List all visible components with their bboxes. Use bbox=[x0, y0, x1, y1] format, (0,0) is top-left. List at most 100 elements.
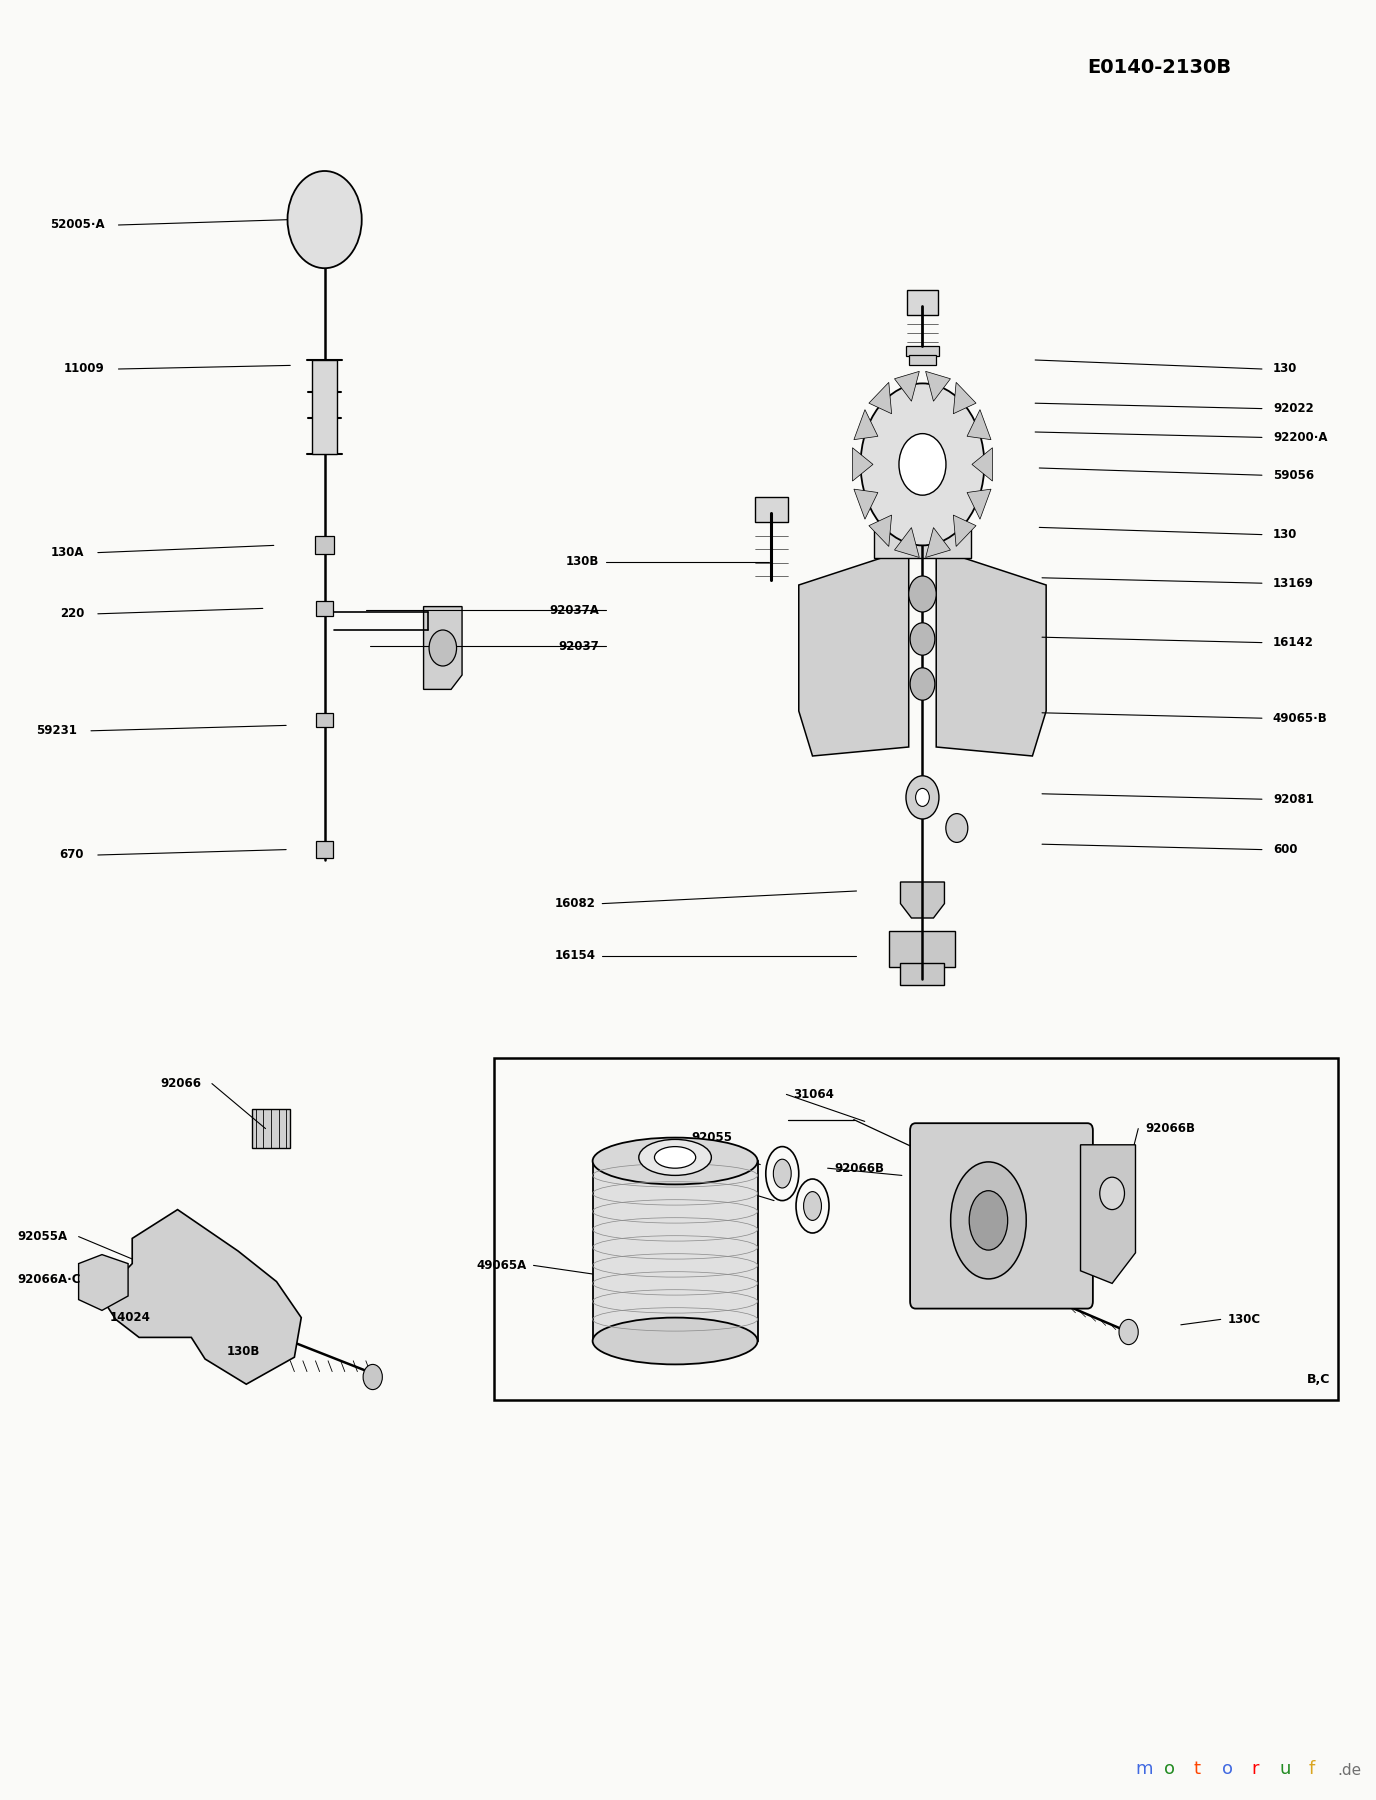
Text: 14024: 14024 bbox=[109, 1310, 150, 1325]
Text: m: m bbox=[1135, 1760, 1153, 1778]
Text: 49065·B: 49065·B bbox=[1273, 711, 1328, 725]
Circle shape bbox=[363, 1364, 383, 1390]
Polygon shape bbox=[100, 1210, 301, 1384]
Circle shape bbox=[915, 788, 929, 806]
Polygon shape bbox=[936, 549, 1046, 756]
Text: 220: 220 bbox=[59, 607, 84, 621]
Bar bbox=[900, 963, 944, 985]
Ellipse shape bbox=[804, 1192, 821, 1220]
Text: 11009: 11009 bbox=[63, 362, 105, 376]
Text: 31064: 31064 bbox=[794, 1087, 834, 1102]
Polygon shape bbox=[954, 515, 976, 547]
Text: 130: 130 bbox=[1273, 527, 1298, 542]
Circle shape bbox=[899, 434, 945, 495]
Polygon shape bbox=[954, 382, 976, 414]
Bar bbox=[494, 1058, 1337, 1400]
Text: r: r bbox=[1251, 1760, 1259, 1778]
Bar bbox=[874, 526, 970, 558]
Polygon shape bbox=[926, 371, 951, 401]
Text: u: u bbox=[1280, 1760, 1291, 1778]
FancyBboxPatch shape bbox=[910, 1123, 1093, 1309]
Text: 130B: 130B bbox=[227, 1345, 260, 1359]
Text: E0140-2130B: E0140-2130B bbox=[1087, 58, 1232, 77]
Text: 16082: 16082 bbox=[555, 896, 596, 911]
Polygon shape bbox=[78, 1255, 128, 1310]
Bar bbox=[889, 931, 955, 967]
Bar bbox=[316, 841, 333, 857]
Text: f: f bbox=[1309, 1760, 1315, 1778]
Circle shape bbox=[905, 776, 938, 819]
Text: 130B: 130B bbox=[566, 554, 600, 569]
Polygon shape bbox=[424, 607, 462, 689]
Ellipse shape bbox=[655, 1147, 696, 1168]
Text: 92066B: 92066B bbox=[1145, 1121, 1196, 1136]
Circle shape bbox=[910, 668, 934, 700]
Polygon shape bbox=[894, 371, 919, 401]
Text: t: t bbox=[1193, 1760, 1200, 1778]
Bar bbox=[315, 536, 334, 554]
Text: 92037A: 92037A bbox=[549, 603, 600, 617]
Bar bbox=[907, 290, 937, 315]
Circle shape bbox=[429, 630, 457, 666]
Polygon shape bbox=[967, 490, 991, 518]
Polygon shape bbox=[854, 490, 878, 518]
Ellipse shape bbox=[773, 1159, 791, 1188]
Bar bbox=[593, 1161, 758, 1341]
Bar bbox=[908, 355, 936, 365]
Text: 92037: 92037 bbox=[559, 639, 600, 653]
Text: 92200·A: 92200·A bbox=[1273, 430, 1328, 445]
Text: 92066: 92066 bbox=[160, 1076, 201, 1091]
Polygon shape bbox=[853, 448, 872, 481]
Polygon shape bbox=[868, 382, 892, 414]
Text: 130: 130 bbox=[1273, 362, 1298, 376]
Ellipse shape bbox=[593, 1318, 758, 1364]
Ellipse shape bbox=[593, 1138, 758, 1184]
Text: 670: 670 bbox=[59, 848, 84, 862]
Text: 59056: 59056 bbox=[1273, 468, 1314, 482]
Polygon shape bbox=[900, 882, 944, 918]
Text: 130A: 130A bbox=[51, 545, 84, 560]
Text: 600: 600 bbox=[1273, 842, 1298, 857]
Text: 13169: 13169 bbox=[1273, 576, 1314, 590]
Text: 16154: 16154 bbox=[555, 949, 596, 963]
Text: 92055A: 92055A bbox=[18, 1229, 67, 1244]
Polygon shape bbox=[926, 527, 951, 558]
Circle shape bbox=[860, 383, 984, 545]
Circle shape bbox=[1119, 1319, 1138, 1345]
Bar bbox=[316, 601, 333, 616]
Text: 130C: 130C bbox=[1227, 1312, 1260, 1327]
Ellipse shape bbox=[951, 1163, 1026, 1280]
Text: 59231: 59231 bbox=[36, 724, 77, 738]
Bar bbox=[312, 360, 337, 454]
Polygon shape bbox=[894, 527, 919, 558]
Text: 92066A·C: 92066A·C bbox=[18, 1273, 81, 1287]
Ellipse shape bbox=[638, 1139, 711, 1175]
Circle shape bbox=[910, 623, 934, 655]
Circle shape bbox=[288, 171, 362, 268]
Text: 92066B: 92066B bbox=[834, 1161, 885, 1175]
Polygon shape bbox=[967, 410, 991, 439]
Polygon shape bbox=[971, 448, 992, 481]
Bar bbox=[205, 1278, 222, 1310]
Text: 92081: 92081 bbox=[1273, 792, 1314, 806]
Text: .de: .de bbox=[1337, 1764, 1362, 1778]
Circle shape bbox=[1099, 1177, 1124, 1210]
Circle shape bbox=[908, 576, 936, 612]
Polygon shape bbox=[1080, 1145, 1135, 1283]
Text: 16142: 16142 bbox=[1273, 635, 1314, 650]
Text: o: o bbox=[1164, 1760, 1175, 1778]
Text: o: o bbox=[1222, 1760, 1233, 1778]
Text: 49065A: 49065A bbox=[476, 1258, 527, 1273]
Circle shape bbox=[945, 814, 967, 842]
Ellipse shape bbox=[969, 1192, 1007, 1251]
Text: 92055: 92055 bbox=[692, 1166, 732, 1181]
Polygon shape bbox=[799, 549, 908, 756]
Bar bbox=[252, 1109, 290, 1148]
Bar bbox=[755, 497, 788, 522]
Text: 92022: 92022 bbox=[1273, 401, 1314, 416]
Text: 92055: 92055 bbox=[692, 1130, 732, 1145]
Polygon shape bbox=[854, 410, 878, 439]
Text: 52005·A: 52005·A bbox=[50, 218, 105, 232]
Text: B,C: B,C bbox=[1307, 1373, 1331, 1386]
Bar bbox=[316, 713, 333, 727]
